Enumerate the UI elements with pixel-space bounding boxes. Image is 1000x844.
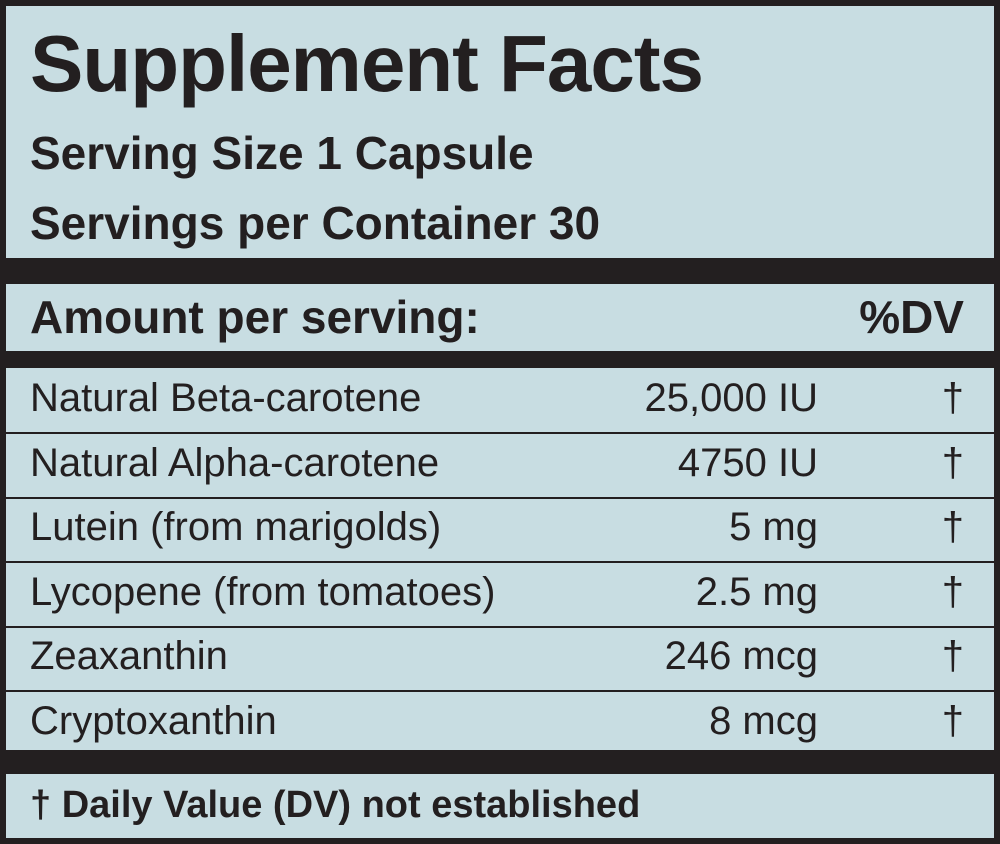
table-row: Lutein (from marigolds) 5 mg † (6, 497, 994, 563)
servings-per-container: Servings per Container 30 (30, 197, 601, 249)
serving-size: Serving Size 1 Capsule (30, 127, 534, 179)
amount: 5 mg (729, 505, 818, 549)
table-row: Lycopene (from tomatoes) 2.5 mg † (6, 562, 994, 628)
nutrient-name: Zeaxanthin (30, 634, 228, 678)
table-row: Zeaxanthin 246 mcg † (6, 626, 994, 692)
nutrient-name: Lycopene (from tomatoes) (30, 569, 496, 614)
amount: 2.5 mg (695, 569, 818, 614)
nutrient-name: Cryptoxanthin (30, 698, 277, 743)
divider (6, 750, 994, 774)
daily-value: † (941, 569, 964, 614)
amount: 25,000 IU (644, 376, 818, 420)
footnote: † Daily Value (DV) not established (30, 784, 641, 826)
nutrient-name: Natural Beta-carotene (30, 376, 422, 420)
daily-value: † (941, 376, 964, 420)
amount: 8 mcg (709, 698, 818, 743)
title: Supplement Facts (30, 19, 704, 108)
daily-value: † (941, 505, 964, 549)
daily-value: † (941, 440, 964, 485)
nutrient-name: Natural Alpha-carotene (30, 440, 440, 485)
column-header: Amount per serving: (30, 291, 480, 343)
column-header: %DV (859, 291, 964, 343)
daily-value: † (941, 698, 964, 743)
divider (6, 351, 994, 368)
nutrient-name: Lutein (from marigolds) (30, 505, 442, 549)
table-row: Cryptoxanthin 8 mcg † (6, 691, 994, 755)
table-row: Natural Alpha-carotene 4750 IU † (6, 433, 994, 499)
amount: 246 mcg (664, 634, 818, 678)
divider (6, 258, 994, 284)
table-row: Natural Beta-carotene 25,000 IU † (6, 368, 994, 434)
amount: 4750 IU (677, 440, 818, 485)
daily-value: † (941, 634, 964, 678)
